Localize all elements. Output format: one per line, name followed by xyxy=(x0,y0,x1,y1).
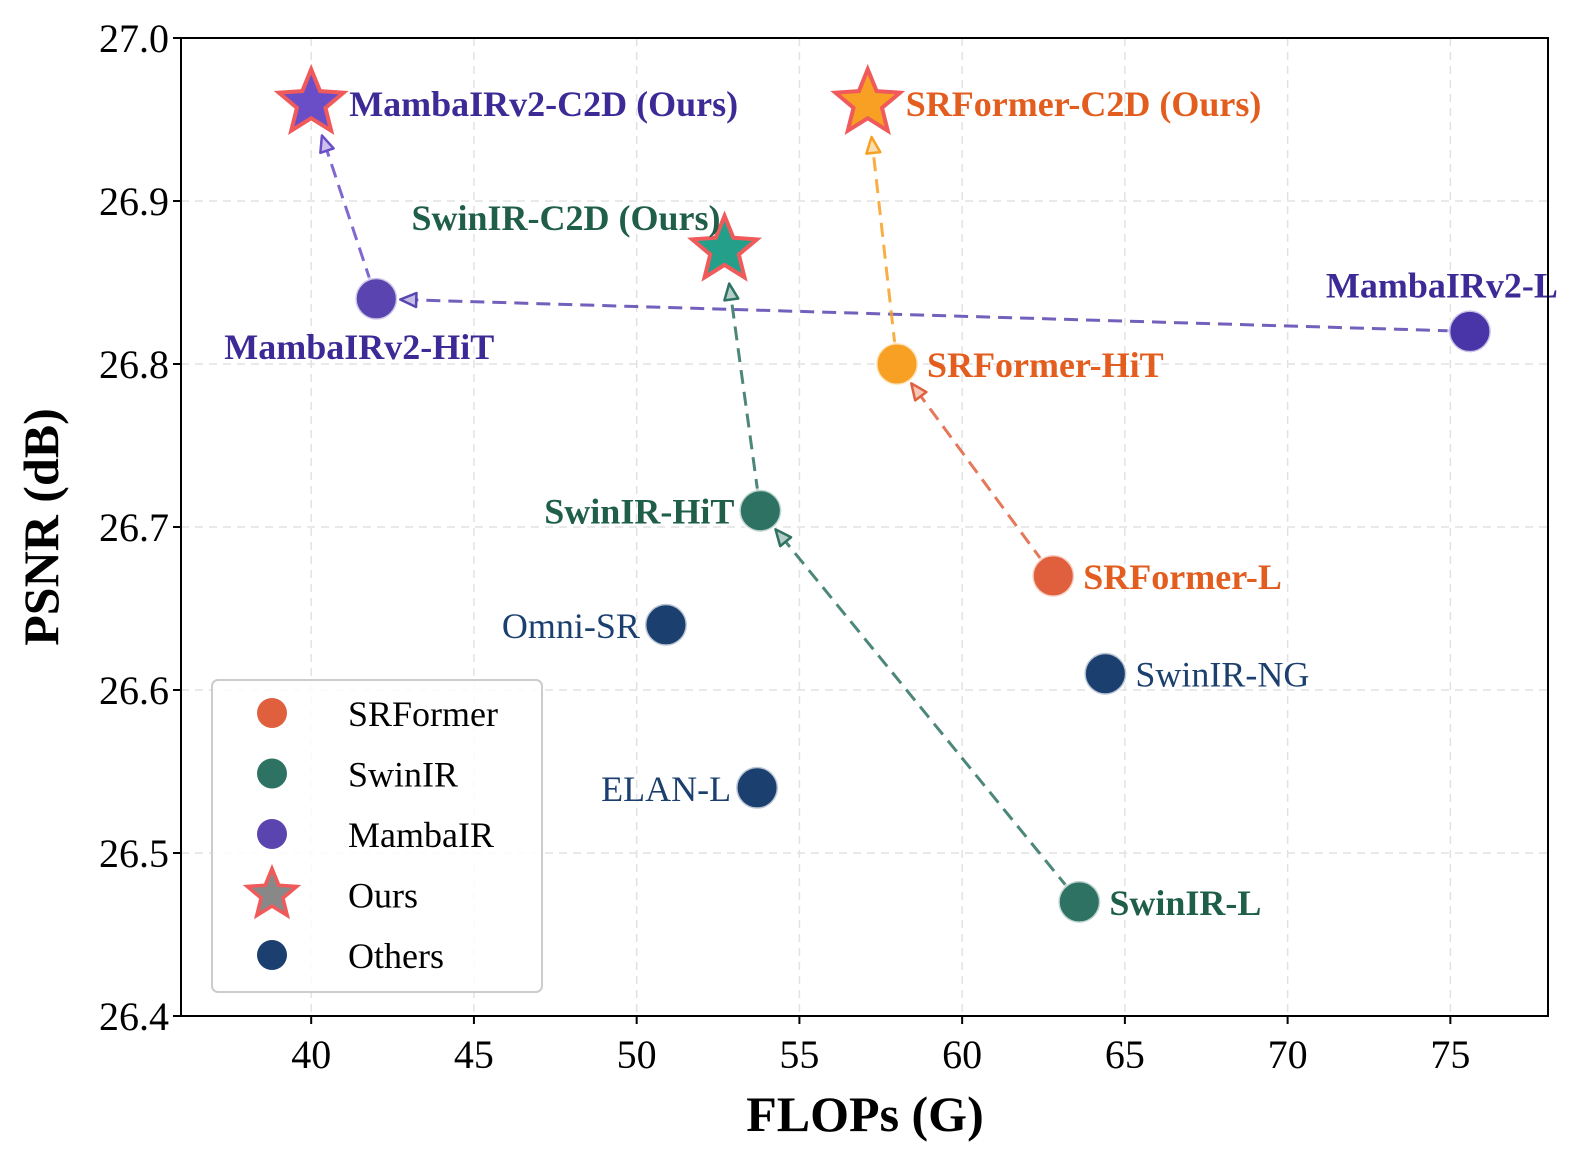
y-axis-title: PSNR (dB) xyxy=(13,408,69,646)
y-tick-label: 26.6 xyxy=(99,668,169,713)
swinir-ng-marker xyxy=(1082,651,1128,697)
mambairv2-l-marker xyxy=(1447,308,1493,354)
y-tick-label: 26.9 xyxy=(99,179,169,224)
y-axis-ticks: 26.4 26.5 26.6 26.7 26.8 26.9 27.0 xyxy=(99,16,181,1039)
x-tick-label: 50 xyxy=(617,1032,657,1077)
mambairv2-c2d-label: MambaIRv2-C2D (Ours) xyxy=(349,84,738,124)
srformer-l-label: SRFormer-L xyxy=(1083,557,1282,597)
mambairv2-hit-label: MambaIRv2-HiT xyxy=(224,327,494,367)
arrow-head xyxy=(723,282,740,302)
arrow-line xyxy=(871,152,897,347)
legend-marker xyxy=(257,698,287,728)
arrow-line xyxy=(784,540,1070,889)
arrow-line xyxy=(729,299,760,494)
y-tick-label: 27.0 xyxy=(99,16,169,61)
swinir-ng-label: SwinIR-NG xyxy=(1135,655,1309,695)
x-tick-label: 75 xyxy=(1430,1032,1470,1077)
legend: SRFormer SwinIR MambaIR Ours Others xyxy=(211,679,543,993)
srformer-hit-label: SRFormer-HiT xyxy=(927,345,1164,385)
swinir-l-label: SwinIR-L xyxy=(1109,883,1261,923)
point-labels-layer: MambaIRv2-C2D (Ours) SRFormer-C2D (Ours) S… xyxy=(224,84,1558,923)
swinir-c2d-label: SwinIR-C2D (Ours) xyxy=(412,198,721,238)
legend-label: MambaIR xyxy=(348,815,494,855)
arrow-head xyxy=(774,528,793,548)
srformer-c2d-star-marker xyxy=(830,63,906,136)
mambairv2-c2d-star-marker xyxy=(273,63,349,136)
x-tick-label: 60 xyxy=(942,1032,982,1077)
y-tick-label: 26.5 xyxy=(99,831,169,876)
x-axis-title: FLOPs (G) xyxy=(746,1086,983,1142)
arrow-head xyxy=(865,135,882,155)
x-tick-label: 70 xyxy=(1268,1032,1308,1077)
arrow-head xyxy=(399,291,418,309)
legend-marker xyxy=(257,940,287,970)
y-tick-label: 26.8 xyxy=(99,342,169,387)
legend-label: Others xyxy=(348,936,444,976)
legend-label: Ours xyxy=(348,876,418,916)
arrows-layer xyxy=(319,134,1452,889)
arrow-head xyxy=(319,134,335,155)
swinir-hit-label: SwinIR-HiT xyxy=(544,492,734,532)
arrow-head xyxy=(910,382,928,402)
legend-marker xyxy=(257,758,287,789)
swinir-l-marker xyxy=(1056,879,1102,925)
legend-marker xyxy=(257,819,287,849)
omni-sr-label: Omni-SR xyxy=(502,606,640,646)
arrow-line xyxy=(416,298,1452,333)
srformer-hit-marker xyxy=(874,341,920,387)
swinir-c2d-star-marker xyxy=(687,210,762,282)
legend-box xyxy=(211,679,543,993)
x-tick-label: 45 xyxy=(454,1032,494,1077)
elan-l-label: ELAN-L xyxy=(601,769,731,809)
legend-label: SRFormer xyxy=(348,694,498,734)
legend-label: SwinIR xyxy=(348,755,458,795)
srformer-c2d-label: SRFormer-C2D (Ours) xyxy=(906,84,1262,124)
x-axis-ticks: 40 45 50 55 60 65 70 75 xyxy=(291,1016,1470,1077)
omni-sr-marker xyxy=(643,602,689,648)
arrow-line xyxy=(325,150,373,283)
y-tick-label: 26.7 xyxy=(99,505,169,550)
x-tick-label: 40 xyxy=(291,1032,331,1077)
srformer-l-marker xyxy=(1030,553,1076,599)
x-tick-label: 55 xyxy=(779,1032,819,1077)
elan-l-marker xyxy=(734,765,780,811)
arrow-line xyxy=(919,395,1044,563)
legend-star-marker xyxy=(242,863,302,920)
x-tick-label: 65 xyxy=(1105,1032,1145,1077)
y-tick-label: 26.4 xyxy=(99,994,169,1039)
markers-layer xyxy=(273,63,1493,925)
mambairv2-hit-marker xyxy=(353,276,399,322)
swinir-hit-marker xyxy=(737,488,783,534)
mambairv2-l-label: MambaIRv2-L xyxy=(1326,265,1558,305)
